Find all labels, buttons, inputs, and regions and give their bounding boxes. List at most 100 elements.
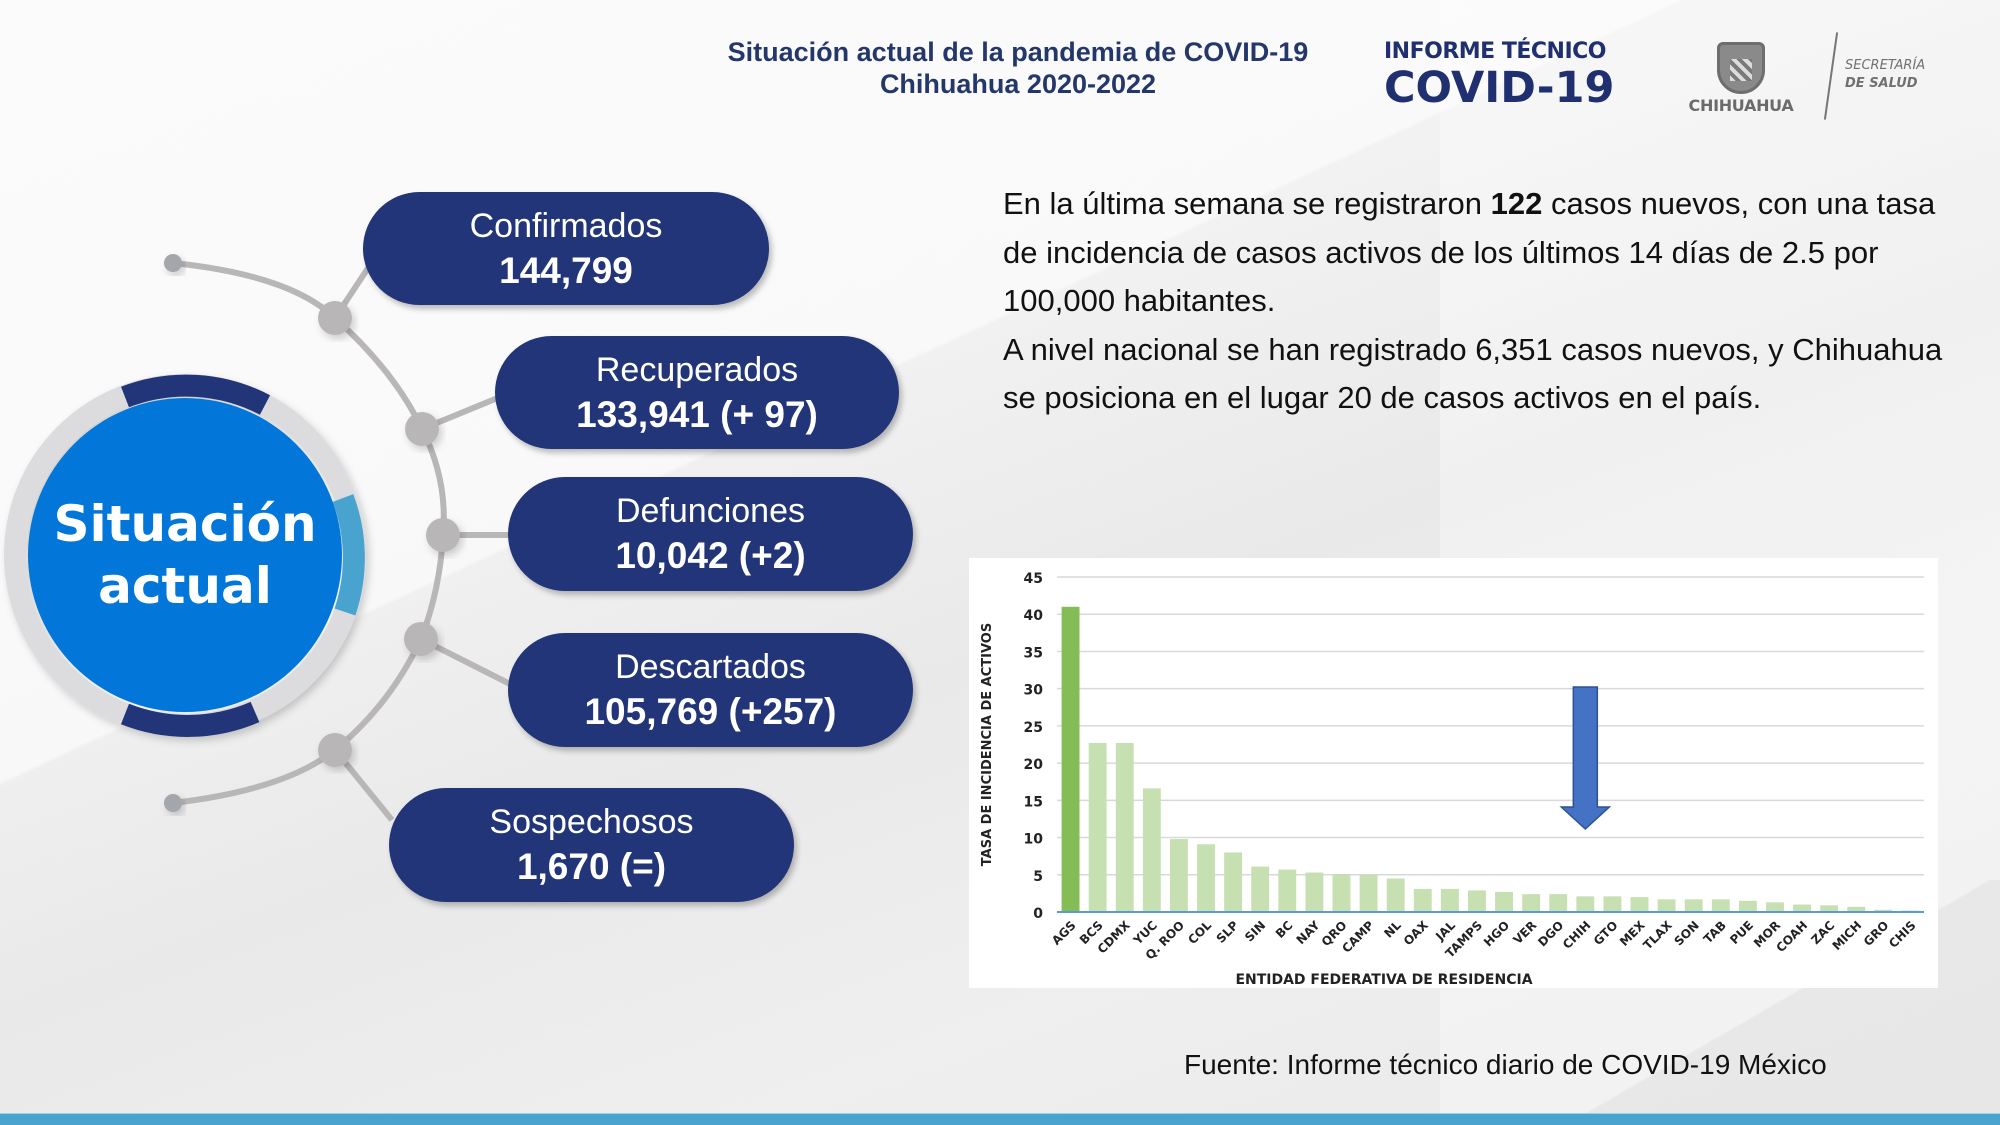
x-tick-label: OAX [1401, 918, 1432, 949]
y-tick-label: 10 [1024, 832, 1044, 848]
y-tick-label: 30 [1024, 683, 1044, 699]
stat-label: Confirmados [469, 206, 663, 245]
coat-of-arms-icon [1717, 42, 1765, 94]
bar-gto [1603, 896, 1622, 912]
bar-nay [1305, 872, 1324, 912]
bar-jal [1440, 888, 1459, 912]
connector-node [318, 733, 352, 767]
bar-yuc [1142, 788, 1161, 912]
summary-paragraph-1: En la última semana se registraron 122 c… [1003, 186, 1936, 318]
x-tick-label: GRO [1861, 918, 1892, 949]
y-tick-label: 0 [1033, 906, 1043, 922]
y-tick-label: 35 [1024, 645, 1043, 661]
down-arrow-icon [1559, 686, 1612, 831]
brand-line-1: INFORME TÉCNICO [1384, 39, 1606, 64]
stat-confirmados: Confirmados 144,799 [363, 192, 769, 305]
connector-node [404, 622, 438, 656]
chihuahua-logo: CHIHUAHUA [1683, 38, 1799, 118]
stat-recuperados: Recuperados 133,941 (+ 97) [495, 336, 899, 449]
bar-oax [1413, 888, 1432, 912]
x-tick-label: NAY [1294, 918, 1323, 947]
x-tick-label: COL [1185, 918, 1214, 947]
bar-bc [1278, 869, 1297, 912]
y-axis-label: TASA DE INCIDENCIA DE ACTIVOS [980, 623, 995, 866]
bar-chih [1576, 896, 1595, 912]
logo-dept-line-2: DE SALUD [1845, 76, 1918, 91]
bar-bcs [1088, 743, 1107, 912]
y-tick-label: 15 [1024, 794, 1043, 810]
incidence-bar-chart: 0 5 10 15 20 25 30 35 40 45 AGS BCS CDMX YUC Q. ROO COL… [969, 558, 1938, 988]
x-tick-label: CHIH [1560, 918, 1593, 951]
stat-value: 133,941 (+ 97) [576, 393, 818, 435]
bar-son [1684, 899, 1703, 912]
title-line-2: Chihuahua 2020-2022 [879, 69, 1157, 99]
bar-coah [1793, 904, 1812, 912]
logo-state-name: CHIHUAHUA [1688, 96, 1794, 115]
y-tick-label: 45 [1024, 571, 1043, 587]
bar-camp [1359, 874, 1378, 912]
x-tick-label: HGO [1481, 918, 1512, 949]
x-tick-label: VER [1510, 918, 1539, 947]
stat-label: Recuperados [595, 350, 799, 389]
x-tick-label: CHIS [1886, 918, 1919, 951]
report-brand: INFORME TÉCNICO COVID-19 [1384, 39, 1615, 113]
bar-col [1197, 844, 1215, 912]
bar-sin [1251, 866, 1270, 912]
x-tick-label: AGS [1049, 918, 1079, 948]
bar-mex [1630, 897, 1649, 912]
x-tick-label: COAH [1773, 918, 1810, 955]
bar-tab [1711, 899, 1730, 912]
brand-line-2: COVID-19 [1384, 63, 1615, 113]
stat-label: Descartados [615, 648, 806, 686]
x-axis-label: ENTIDAD FEDERATIVA DE RESIDENCIA [1235, 972, 1532, 988]
bar-mich [1847, 906, 1866, 912]
bar-ags [1061, 606, 1080, 912]
stat-sospechosos: Sospechosos 1,670 (=) [389, 788, 794, 902]
center-title-line-1: Situación [53, 495, 317, 553]
x-tick-label: PUE [1727, 918, 1756, 947]
bar-pue [1738, 900, 1757, 912]
bar-zac [1820, 905, 1839, 912]
x-tick-label: SLP [1214, 918, 1242, 946]
connector-node [426, 518, 460, 552]
bar-hgo [1495, 891, 1513, 912]
x-tick-label: BC [1273, 918, 1296, 941]
bar-qroo [1169, 839, 1188, 912]
bar-ver [1522, 894, 1541, 912]
connector-node [405, 412, 439, 446]
bar-cdmx [1115, 743, 1134, 912]
bar-gro [1874, 909, 1893, 912]
bar-qro [1332, 874, 1351, 912]
bar-tamps [1468, 890, 1486, 912]
weekly-new-cases: 122 [1490, 186, 1543, 221]
stat-value: 144,799 [499, 249, 633, 291]
logo-dept-line-1: SECRETARÍA [1845, 58, 1926, 73]
center-title: Situación actual [28, 398, 342, 712]
stat-label: Sospechosos [489, 803, 694, 841]
connector-node [318, 301, 352, 335]
x-tick-label: TAB [1701, 918, 1729, 946]
y-tick-label: 40 [1024, 608, 1044, 624]
y-tick-label: 5 [1033, 869, 1043, 885]
x-tick-label: SIN [1242, 918, 1268, 944]
y-tick-label: 20 [1024, 757, 1044, 773]
connector-node [164, 794, 182, 812]
stat-value: 105,769 (+257) [584, 691, 837, 732]
secretaria-salud-logo: SECRETARÍA DE SALUD [1845, 57, 1925, 93]
center-circle [28, 398, 342, 712]
stat-label: Defunciones [615, 492, 805, 530]
x-tick-label: MICH [1830, 918, 1865, 953]
center-title-line-2: actual [98, 557, 272, 615]
x-tick-label: TLAX [1641, 918, 1676, 953]
bar-dgo [1549, 894, 1568, 912]
bar-nl [1386, 878, 1405, 912]
summary-text: En la última semana se registraron 122 c… [1003, 180, 1963, 423]
stat-descartados: Descartados 105,769 (+257) [508, 633, 913, 747]
source-note: Fuente: Informe técnico diario de COVID-… [1184, 1049, 1827, 1080]
bottom-accent-bar [0, 1113, 2000, 1125]
connector-node [164, 254, 182, 272]
x-tick-label: SON [1671, 918, 1701, 948]
center-ring [4, 374, 366, 737]
bar-tlax [1657, 899, 1676, 912]
